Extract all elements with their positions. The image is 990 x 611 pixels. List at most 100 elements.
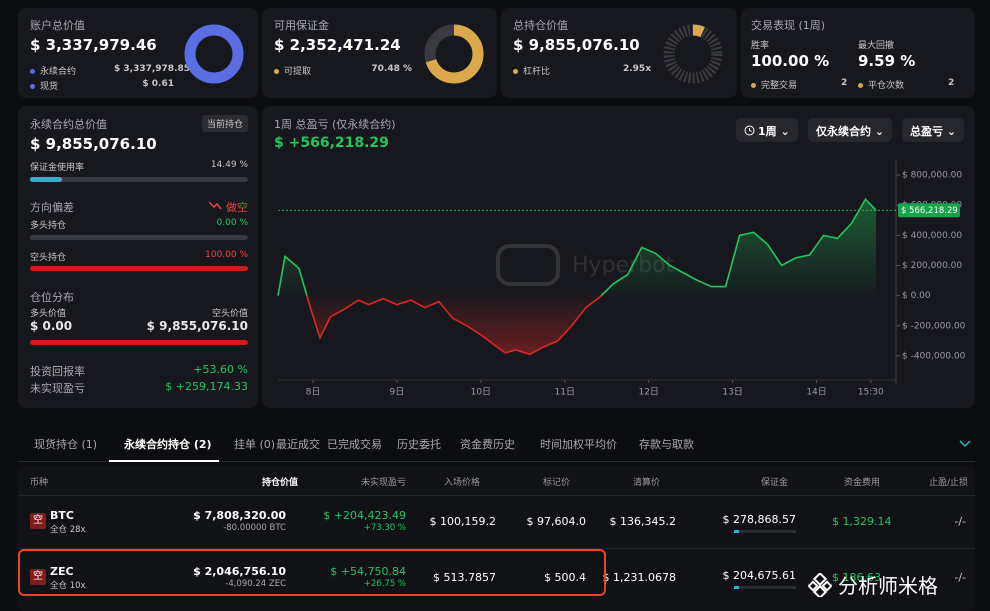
row-value: 2: [841, 78, 848, 88]
tab[interactable]: 资金费历史: [460, 438, 515, 451]
progress-track: [30, 235, 248, 240]
size: -80.00000 BTC: [223, 523, 286, 533]
value: $ 9,855,076.10: [146, 319, 248, 333]
y-tick-label: $ -400,000.00: [902, 351, 966, 361]
positions-table: 币种 持仓价值 未实现盈亏 入场价格 标记价 清算价 保证金 资金费用 止盈/止损空 BTC 全仓 …: [18, 465, 975, 611]
value: 0.00 %: [216, 218, 248, 228]
row-label: 现货: [30, 79, 58, 92]
column-header[interactable]: 入场价格: [443, 478, 480, 488]
watermark-logo: [496, 244, 560, 286]
x-tick-label: 14日: [806, 387, 826, 398]
row-value: $ 3,337,978.85: [114, 64, 191, 74]
pnl_pct: +26.75 %: [363, 579, 406, 589]
chart-title: 1周 总盈亏 (仅永续合约): [274, 118, 396, 131]
label: 未实现盈亏: [30, 382, 85, 395]
row-value: 70.48 %: [371, 64, 412, 74]
value: 100.00 %: [205, 250, 248, 260]
card: 总持仓价值 $ 9,855,076.10 杠杆比 2.95x: [501, 8, 737, 98]
chart-panel: 1周 总盈亏 (仅永续合约) $ +566,218.29 1周 ⌄ 仅永续合约 …: [262, 106, 975, 408]
row-value: 2.95x: [622, 64, 651, 74]
donut: [663, 24, 723, 84]
column-header[interactable]: 资金费用: [843, 478, 880, 488]
card: 账户总价值 $ 3,337,979.46 永续合约 $ 3,337,978.85…: [18, 8, 258, 98]
card-value: $ 2,352,471.24: [274, 36, 401, 54]
label: 方向偏差: [30, 201, 74, 214]
tab[interactable]: 永续合约持仓 (2): [124, 438, 212, 451]
donut-arc: [663, 24, 723, 84]
column-header[interactable]: 止盈/止损: [928, 478, 968, 488]
label: 仓位分布: [30, 291, 74, 304]
mode: 全仓 28x: [50, 525, 86, 535]
logo: [807, 571, 833, 600]
tab[interactable]: 存款与取款: [639, 438, 694, 451]
marker-label: $ 566,218.29: [901, 206, 958, 216]
row-label: 平仓次数: [858, 78, 904, 91]
tab[interactable]: 现货持仓 (1): [34, 438, 98, 451]
x-tick-label: 13日: [722, 387, 742, 398]
mark: $ 97,604.0: [526, 515, 586, 528]
label: 永续合约: [40, 67, 77, 77]
column-header[interactable]: 保证金: [760, 478, 788, 488]
card-title: 总持仓价值: [513, 19, 568, 32]
highlight-box: [18, 549, 606, 596]
entry: $ 100,159.2: [429, 515, 496, 528]
label: 可提取: [284, 67, 312, 77]
pnl: $ +204,423.49: [323, 509, 406, 522]
tab[interactable]: 历史委托: [397, 438, 441, 451]
row-label: 杠杆比: [513, 64, 550, 77]
column-header[interactable]: 清算价: [632, 478, 660, 488]
value: $ 9,855,076.10: [30, 135, 157, 153]
donut-track: [663, 24, 723, 84]
card: 交易表现 (1周) 胜率 100.00 % 最大回撤 9.59 % 完整交易 2…: [741, 8, 975, 98]
column-header[interactable]: 持仓价值: [261, 478, 298, 488]
size: -4,090.24 ZEC: [225, 579, 286, 589]
column-header[interactable]: 未实现盈亏: [360, 478, 406, 488]
symbol: ZEC: [50, 565, 74, 578]
card-title: 账户总价值: [30, 19, 85, 32]
collapse-icon[interactable]: [959, 440, 971, 448]
header-divider: [18, 495, 975, 496]
dropdown[interactable]: 总盈亏 ⌄: [902, 118, 965, 142]
badge: 当前持仓: [201, 115, 248, 132]
dropdown[interactable]: 仅永续合约 ⌄: [808, 118, 893, 142]
pnl_pct: +73.30 %: [363, 523, 406, 533]
tab-bar: 现货持仓 (1) 永续合约持仓 (2) 挂单 (0) 最近成交 已完成交易 历史委托 资金费…: [18, 428, 975, 462]
tab[interactable]: 时间加权平均价: [540, 438, 617, 451]
tab[interactable]: 已完成交易: [327, 438, 382, 451]
dropdown-label: 1周: [758, 125, 777, 138]
y-tick-label: $ 0.00: [902, 291, 931, 301]
side-badge: 空: [30, 513, 46, 529]
x-tick-label: 12日: [638, 387, 658, 398]
column-header[interactable]: 标记价: [542, 478, 570, 488]
chart-subtitle: $ +566,218.29: [274, 135, 389, 151]
mark: $ 500.4: [544, 571, 586, 584]
y-tick-label: $ 800,000.00: [902, 171, 962, 181]
label: 完整交易: [761, 81, 798, 91]
liq: $ 136,345.2: [609, 515, 676, 528]
margin-bar-fill: [734, 530, 739, 533]
value: 14.49 %: [210, 160, 248, 170]
progress-fill: [30, 340, 248, 345]
label: 平仓次数: [868, 81, 905, 91]
dropdown[interactable]: 1周 ⌄: [736, 118, 798, 142]
label: 空头持仓: [30, 253, 67, 263]
pnl: $ +54,750.84: [330, 565, 406, 578]
value: $ 0.00: [30, 319, 73, 333]
donut-ring: [184, 24, 244, 84]
row-label: 永续合约: [30, 64, 76, 77]
row-label: 可提取: [274, 64, 311, 77]
tab[interactable]: 挂单 (0): [234, 438, 276, 451]
chart: Hyperbot $ 800,000.00$ 600,000.00$ 400,0…: [277, 160, 966, 398]
donut: [184, 24, 244, 84]
margin: $ 204,675.61: [722, 569, 796, 582]
y-tick-label: $ -200,000.00: [902, 321, 966, 331]
side-badge: 空: [30, 569, 46, 585]
column-header[interactable]: 币种: [30, 478, 49, 488]
margin-bar: [734, 530, 796, 533]
label: 投资回报率: [30, 365, 85, 378]
tab[interactable]: 最近成交: [276, 438, 320, 451]
stat-label: 最大回撤: [858, 41, 895, 51]
progress-fill: [30, 266, 248, 271]
margin-bar-fill: [734, 586, 739, 589]
